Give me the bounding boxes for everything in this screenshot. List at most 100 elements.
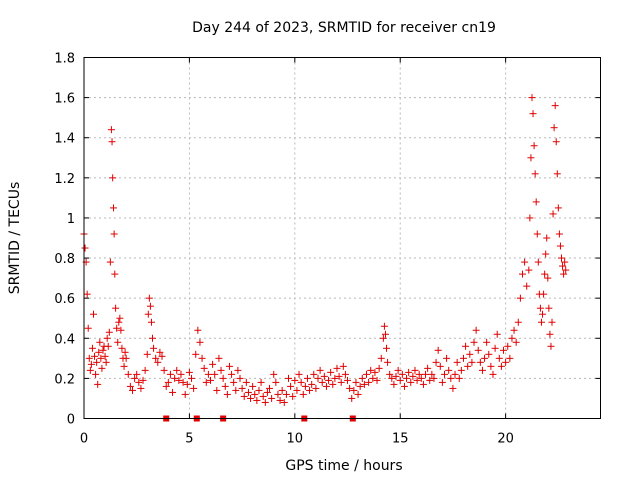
data-point — [272, 378, 280, 386]
data-point — [526, 214, 534, 222]
data-point — [495, 354, 503, 362]
data-point — [240, 392, 248, 400]
data-point — [348, 394, 356, 402]
data-point — [409, 372, 417, 380]
data-point — [379, 334, 387, 342]
data-point — [274, 390, 282, 398]
data-point — [500, 346, 508, 354]
data-point — [259, 392, 267, 400]
data-point — [438, 378, 446, 386]
data-point — [474, 346, 482, 354]
data-point — [289, 392, 297, 400]
y-tick-label: 1 — [67, 212, 75, 227]
data-point — [516, 294, 524, 302]
data-point — [87, 360, 95, 368]
data-point — [86, 366, 94, 374]
data-point — [377, 354, 385, 362]
data-point — [560, 270, 568, 278]
data-point — [337, 378, 345, 386]
data-point — [322, 382, 330, 390]
data-point — [280, 398, 288, 406]
data-point — [551, 102, 559, 110]
data-point — [390, 380, 398, 388]
chart-title: Day 244 of 2023, SRMTID for receiver cn1… — [192, 20, 496, 36]
data-point — [394, 366, 402, 374]
data-point — [413, 376, 421, 384]
data-point — [249, 382, 257, 390]
data-point — [143, 350, 151, 358]
data-point — [160, 366, 168, 374]
data-point — [562, 266, 570, 274]
data-point — [407, 378, 415, 386]
data-point — [169, 388, 177, 396]
data-point — [325, 376, 333, 384]
data-point — [164, 378, 172, 386]
y-tick-label: 0.4 — [54, 332, 75, 347]
data-point — [293, 386, 301, 394]
data-point — [411, 366, 419, 374]
data-point — [451, 370, 459, 378]
data-point — [112, 304, 120, 312]
data-point — [185, 368, 193, 376]
data-point — [158, 352, 166, 360]
data-point — [171, 374, 179, 382]
y-tick-label: 1.6 — [54, 92, 75, 107]
data-point — [497, 362, 505, 370]
data-point — [117, 326, 125, 334]
data-point — [523, 282, 531, 290]
data-point — [432, 358, 440, 366]
data-point — [116, 314, 124, 322]
data-point — [188, 374, 196, 382]
data-points-layer — [80, 94, 570, 406]
data-point — [489, 370, 497, 378]
data-point — [242, 378, 250, 386]
data-point — [478, 366, 486, 374]
data-point — [162, 382, 170, 390]
data-point — [126, 382, 134, 390]
data-point — [276, 396, 284, 404]
data-point — [173, 366, 181, 374]
data-point — [105, 328, 113, 336]
data-point — [392, 372, 400, 380]
data-point — [133, 370, 141, 378]
data-point — [154, 358, 162, 366]
data-point — [327, 368, 335, 376]
data-point — [542, 250, 550, 258]
data-point — [528, 94, 536, 102]
data-point — [85, 354, 93, 362]
data-point — [147, 318, 155, 326]
data-point — [194, 326, 202, 334]
data-point — [443, 354, 451, 362]
data-point — [491, 344, 499, 352]
data-point — [544, 274, 552, 282]
data-point — [175, 376, 183, 384]
data-point — [99, 346, 107, 354]
data-point — [449, 384, 457, 392]
data-point — [166, 370, 174, 378]
data-point — [440, 370, 448, 378]
data-point — [179, 378, 187, 386]
data-point — [470, 338, 478, 346]
data-point — [539, 310, 547, 318]
data-point — [141, 366, 149, 374]
data-point — [255, 386, 263, 394]
data-point — [483, 338, 491, 346]
data-point — [200, 364, 208, 372]
data-point — [350, 386, 358, 394]
data-point — [333, 364, 341, 372]
data-point — [352, 378, 360, 386]
data-point — [316, 366, 324, 374]
data-point — [504, 342, 512, 350]
data-point — [183, 380, 191, 388]
data-point — [107, 126, 115, 134]
data-point — [266, 384, 274, 392]
grid-layer — [84, 57, 601, 419]
data-point — [318, 378, 326, 386]
data-point — [514, 318, 522, 326]
data-point — [536, 304, 544, 312]
data-point — [331, 374, 339, 382]
data-point — [487, 362, 495, 370]
data-point — [291, 376, 299, 384]
data-point — [192, 350, 200, 358]
data-point — [527, 154, 535, 162]
